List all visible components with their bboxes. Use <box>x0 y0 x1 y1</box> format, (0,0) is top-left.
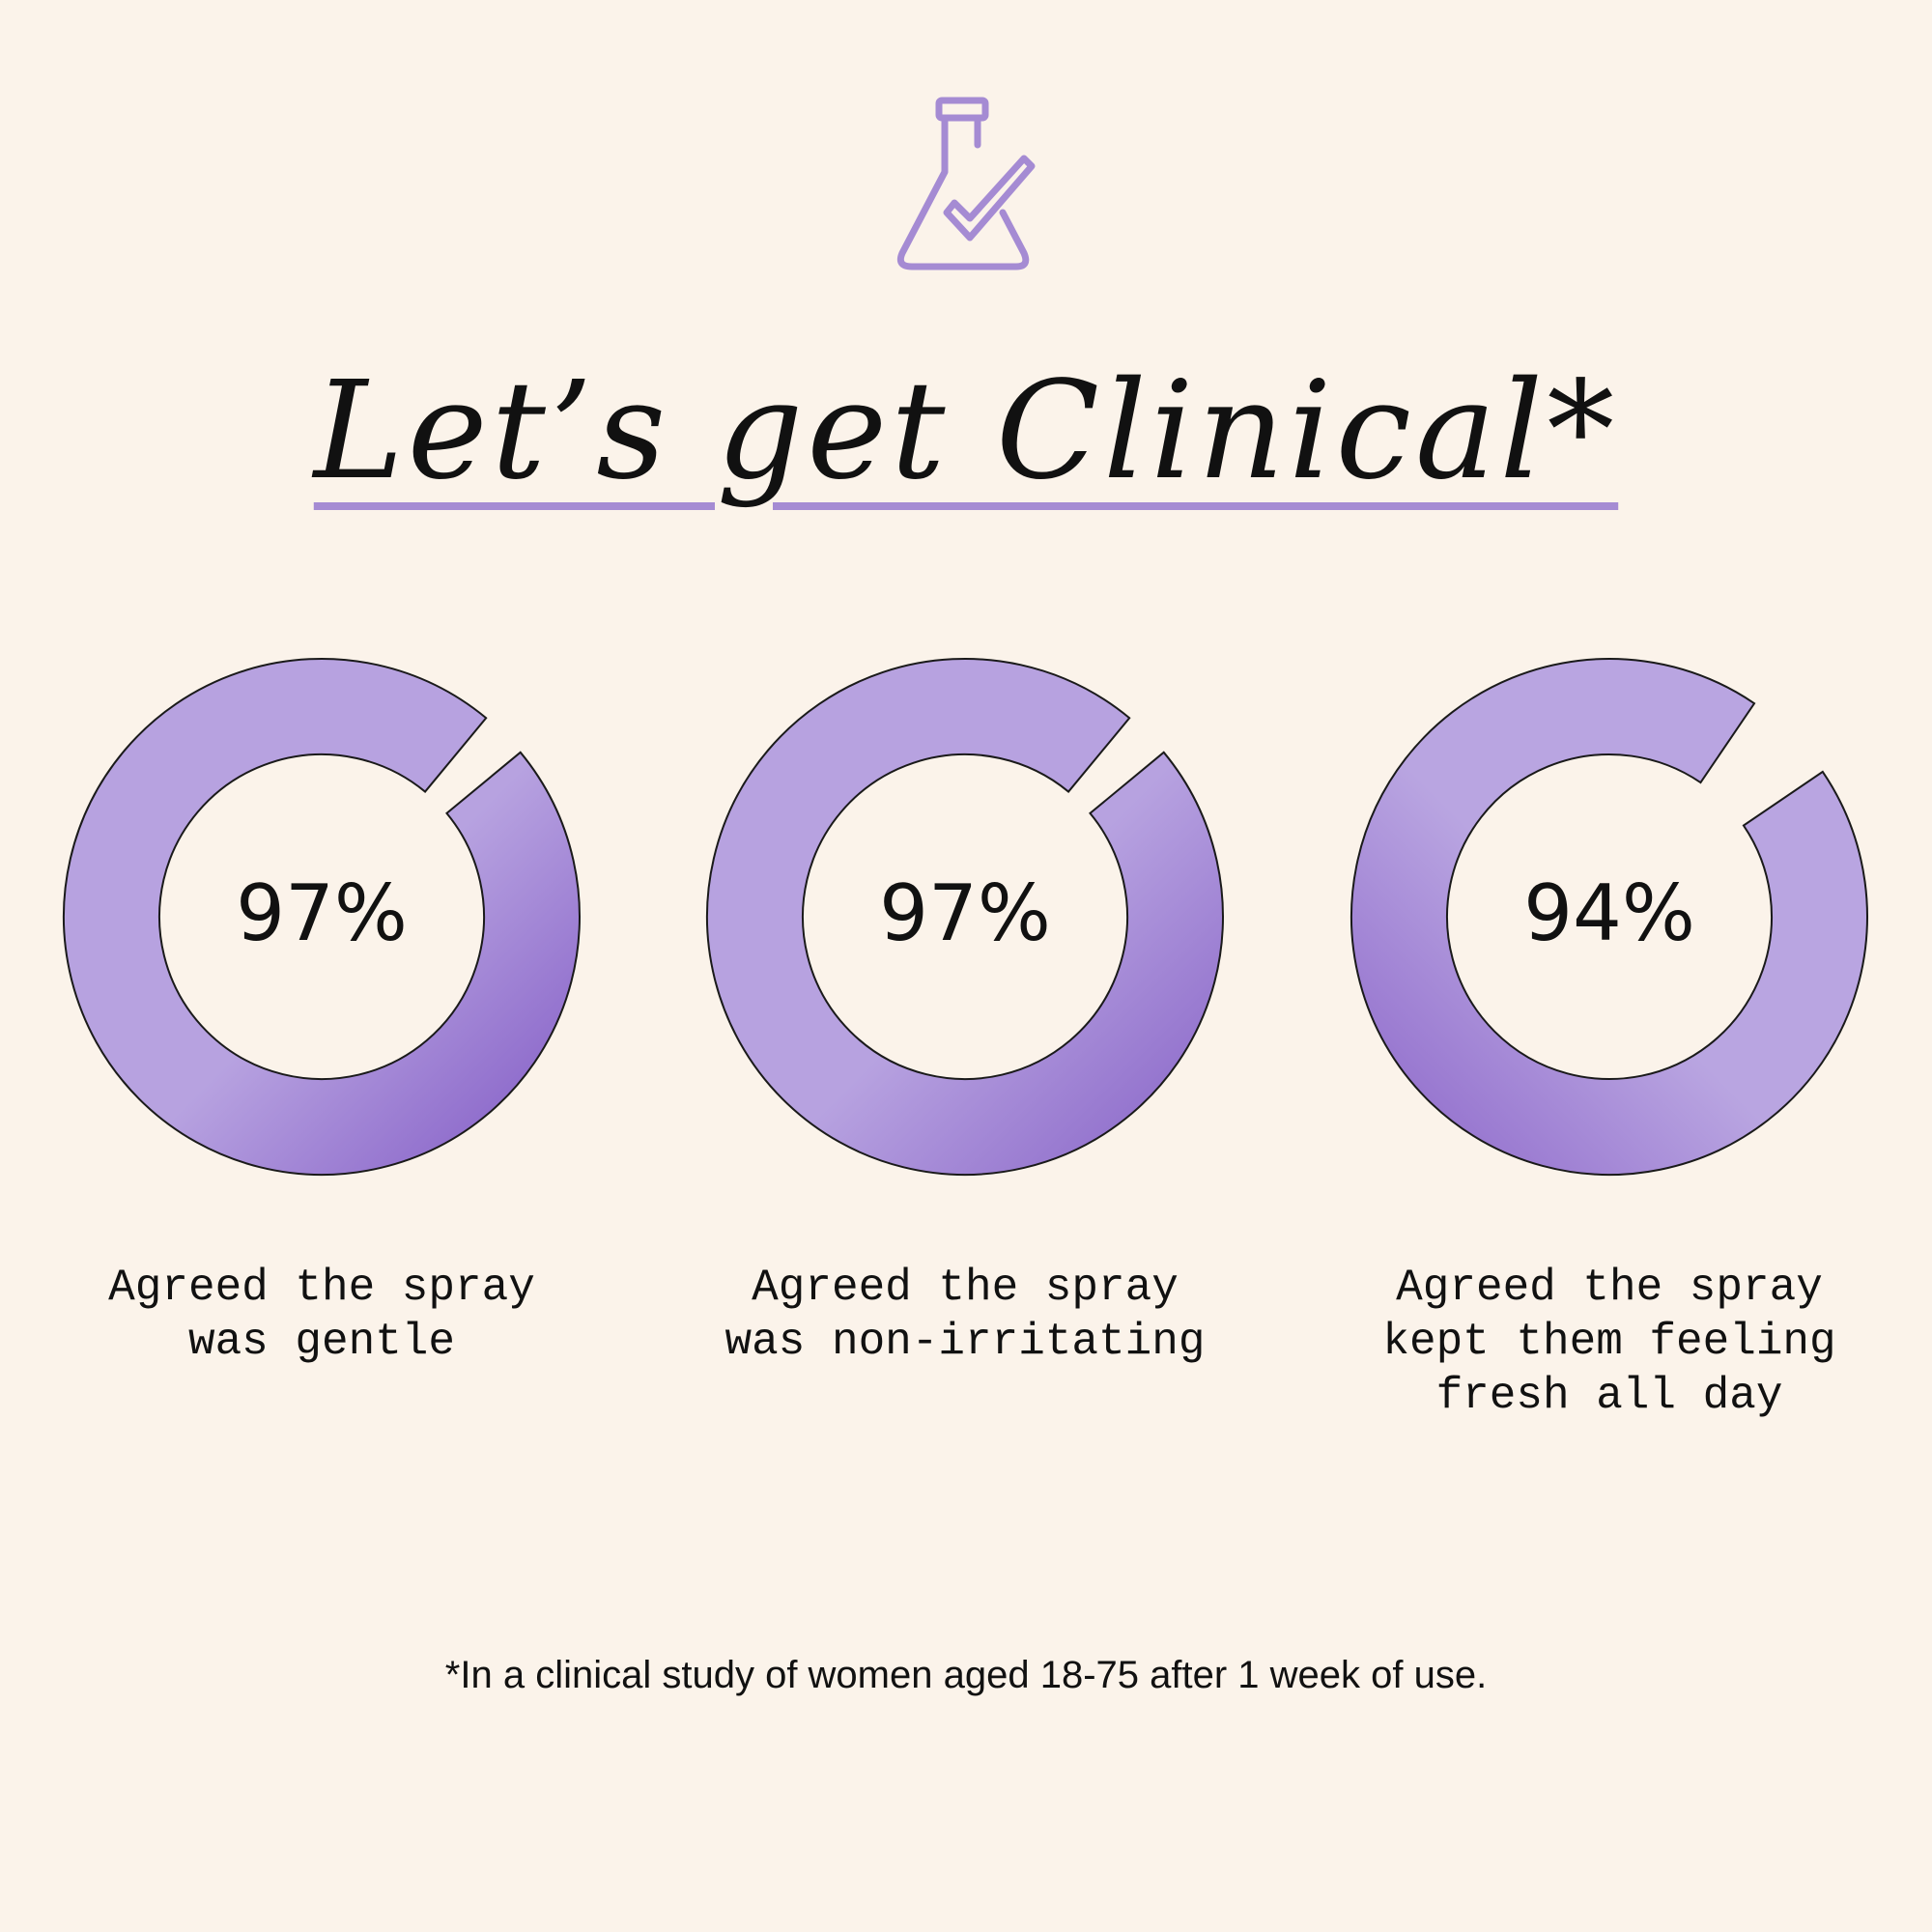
caption-line: kept them feeling <box>1382 1317 1835 1367</box>
value-label: 94% <box>1523 868 1695 958</box>
caption-line: Agreed the spray <box>752 1263 1179 1313</box>
donut-arc <box>1350 658 1868 1176</box>
flask-icon <box>896 97 1036 270</box>
donut-arc <box>63 658 581 1176</box>
caption-line: Agreed the spray <box>108 1263 535 1313</box>
donut-arc <box>706 658 1224 1176</box>
caption-line: was gentle <box>188 1317 455 1367</box>
caption-line: fresh all day <box>1436 1371 1783 1421</box>
title: Let’s get Clinical* <box>313 353 1619 510</box>
caption-line: was non-irritating <box>725 1317 1206 1367</box>
value-label: 97% <box>236 868 408 958</box>
caption-line: Agreed the spray <box>1396 1263 1823 1313</box>
value-label: 97% <box>879 868 1051 958</box>
footnote: *In a clinical study of women aged 18-75… <box>444 1654 1488 1696</box>
